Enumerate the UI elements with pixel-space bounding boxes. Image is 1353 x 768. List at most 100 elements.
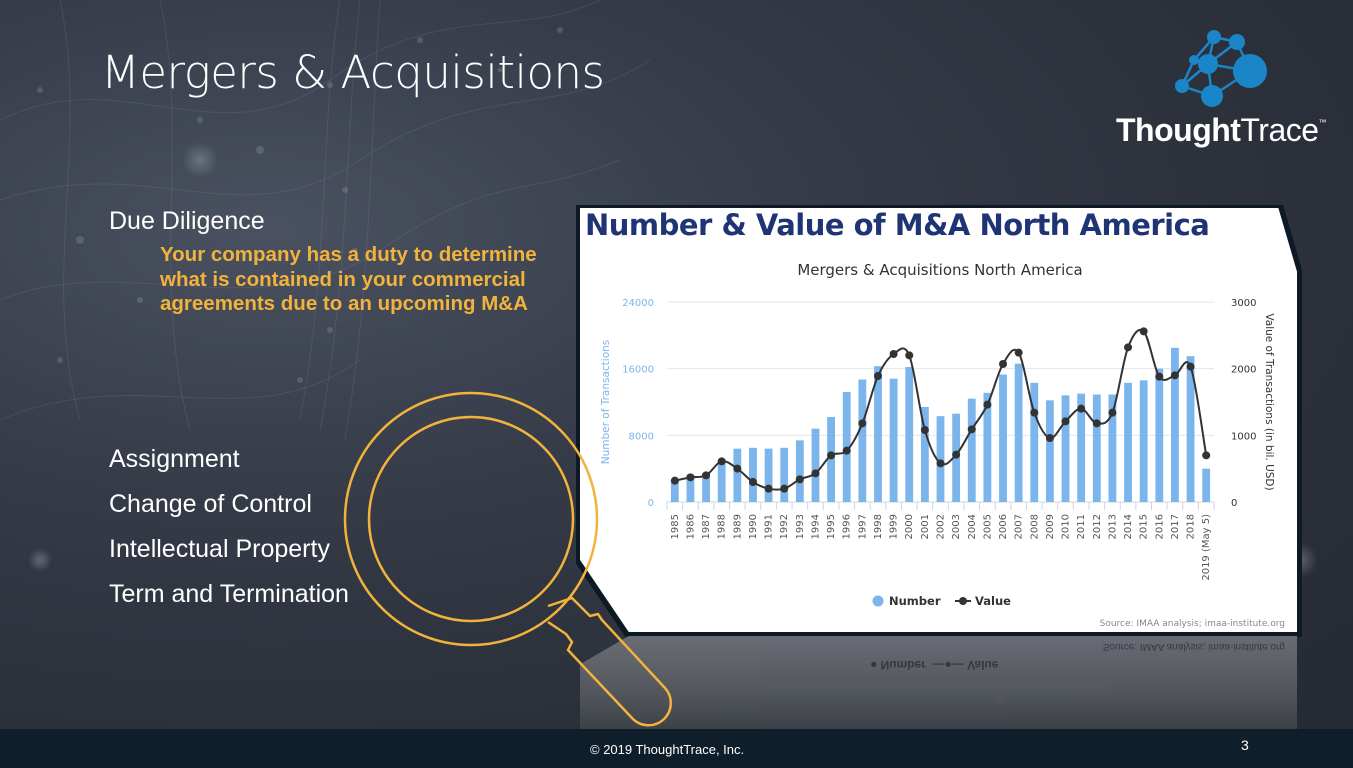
bar-number[interactable]: [1171, 347, 1179, 502]
value-point[interactable]: [1077, 404, 1086, 413]
y-axis-right-title: Value of Transactions (in bil. USD): [1263, 313, 1275, 490]
bar-number[interactable]: [1045, 400, 1054, 502]
value-point[interactable]: [748, 478, 757, 486]
reflection-legend-number: Number: [880, 658, 926, 672]
value-point[interactable]: [1202, 451, 1211, 460]
value-point[interactable]: [1155, 372, 1164, 381]
value-point[interactable]: [780, 484, 789, 493]
bar-number[interactable]: [717, 462, 726, 502]
bar-number[interactable]: [686, 474, 695, 503]
bar-number[interactable]: [920, 407, 929, 502]
bar-number[interactable]: [1030, 382, 1039, 502]
list-item-change-of-control: Change of Control: [109, 490, 312, 518]
value-point[interactable]: [686, 473, 695, 482]
value-point[interactable]: [1124, 343, 1133, 352]
value-point[interactable]: [733, 464, 742, 473]
bar-number[interactable]: [1061, 395, 1070, 502]
reflection-legend-value: Value: [967, 658, 999, 672]
bar-number[interactable]: [1092, 394, 1101, 503]
value-point[interactable]: [764, 484, 773, 493]
bar-number[interactable]: [1124, 382, 1132, 502]
bar-number[interactable]: [999, 374, 1007, 503]
value-point[interactable]: [1092, 419, 1101, 428]
bar-number[interactable]: [858, 379, 867, 503]
value-point[interactable]: [842, 446, 851, 455]
trademark: ™: [1318, 118, 1327, 127]
bar-number[interactable]: [874, 366, 882, 502]
bar-number[interactable]: [967, 398, 976, 502]
x-tick-label: 1985: [670, 514, 681, 539]
bar-number[interactable]: [827, 417, 836, 502]
chart-title: Mergers & Acquisitions North America: [797, 261, 1082, 279]
bar-number[interactable]: [1108, 394, 1117, 503]
bar-number[interactable]: [811, 428, 820, 502]
value-point[interactable]: [1170, 371, 1179, 380]
bar-number[interactable]: [1155, 368, 1164, 502]
value-point[interactable]: [952, 450, 961, 459]
x-tick-label: 2016: [1154, 514, 1165, 539]
value-point[interactable]: [858, 419, 867, 428]
value-point[interactable]: [873, 372, 882, 380]
bar-number[interactable]: [1077, 393, 1086, 502]
legend-value[interactable]: Value: [975, 594, 1011, 608]
due-diligence-section: Due Diligence Your company has a duty to…: [109, 205, 540, 317]
x-tick-label: 1991: [764, 514, 775, 539]
bar-number[interactable]: [1139, 380, 1148, 502]
value-point[interactable]: [1061, 417, 1070, 426]
bar-number[interactable]: [889, 378, 898, 502]
list-item-intellectual-property: Intellectual Property: [109, 535, 330, 563]
bar-number[interactable]: [983, 392, 992, 502]
page-number: 3: [1241, 737, 1249, 753]
reflection-source: Source: IMAA analysis; imaa-institute.or…: [1102, 641, 1285, 652]
x-tick-label: 2018: [1186, 514, 1197, 539]
value-point[interactable]: [811, 469, 820, 478]
bar-number[interactable]: [936, 416, 945, 502]
slide-title: Mergers & Acquisitions: [101, 46, 605, 99]
bar-number[interactable]: [733, 448, 742, 502]
value-point[interactable]: [905, 351, 914, 360]
value-point[interactable]: [1186, 362, 1195, 371]
bar-number[interactable]: [670, 480, 679, 502]
y-tick-right: 2000: [1231, 365, 1256, 376]
legend-number[interactable]: Number: [889, 594, 941, 608]
value-point[interactable]: [967, 425, 976, 434]
value-point[interactable]: [1045, 434, 1054, 442]
value-point[interactable]: [1108, 408, 1117, 417]
value-point[interactable]: [827, 451, 836, 460]
value-point[interactable]: [1030, 408, 1039, 417]
chart-card: Number & Value of M&A North America Merg…: [580, 208, 1297, 632]
y-tick-right: 0: [1231, 498, 1237, 509]
value-point[interactable]: [1139, 327, 1148, 336]
chart-reflection: Source: IMAA analysis; imaa-institute.or…: [580, 636, 1297, 730]
x-tick-label: 1989: [732, 514, 743, 539]
y-tick-left: 16000: [622, 365, 654, 376]
bar-number[interactable]: [702, 472, 710, 502]
bar-number[interactable]: [1014, 363, 1023, 502]
bar-number[interactable]: [905, 367, 914, 502]
bar-number[interactable]: [795, 440, 804, 502]
value-point[interactable]: [670, 476, 679, 485]
value-point[interactable]: [795, 475, 804, 484]
value-point[interactable]: [1014, 348, 1023, 357]
value-point[interactable]: [702, 471, 711, 480]
bar-number[interactable]: [1202, 468, 1211, 502]
x-tick-label: 2014: [1123, 514, 1134, 539]
value-point[interactable]: [983, 400, 992, 409]
bar-number[interactable]: [780, 447, 789, 502]
value-point[interactable]: [999, 360, 1008, 368]
bar-number[interactable]: [764, 448, 773, 502]
brand-name-light: Trace: [1240, 112, 1319, 148]
value-point[interactable]: [920, 426, 929, 434]
chart-heading: Number & Value of M&A North America: [585, 208, 1210, 242]
y-tick-left: 8000: [629, 431, 654, 442]
value-point[interactable]: [717, 457, 726, 466]
x-tick-label: 2006: [998, 514, 1009, 539]
value-point[interactable]: [936, 459, 945, 468]
x-tick-label: 1994: [810, 514, 821, 539]
bar-number[interactable]: [1186, 356, 1195, 502]
y-tick-left: 0: [648, 498, 654, 509]
value-point[interactable]: [889, 350, 898, 358]
y-tick-right: 1000: [1231, 431, 1256, 442]
legend-value-icon: [959, 597, 967, 605]
bar-number[interactable]: [749, 447, 757, 502]
